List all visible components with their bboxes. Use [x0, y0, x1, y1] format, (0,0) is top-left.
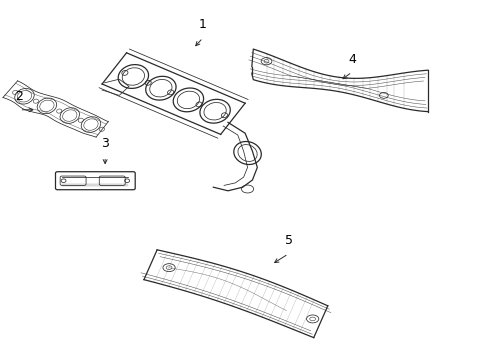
Text: 1: 1	[199, 18, 206, 31]
Text: 4: 4	[347, 53, 355, 66]
Text: 2: 2	[16, 90, 23, 103]
Text: 3: 3	[101, 137, 109, 150]
Text: 5: 5	[284, 234, 292, 247]
